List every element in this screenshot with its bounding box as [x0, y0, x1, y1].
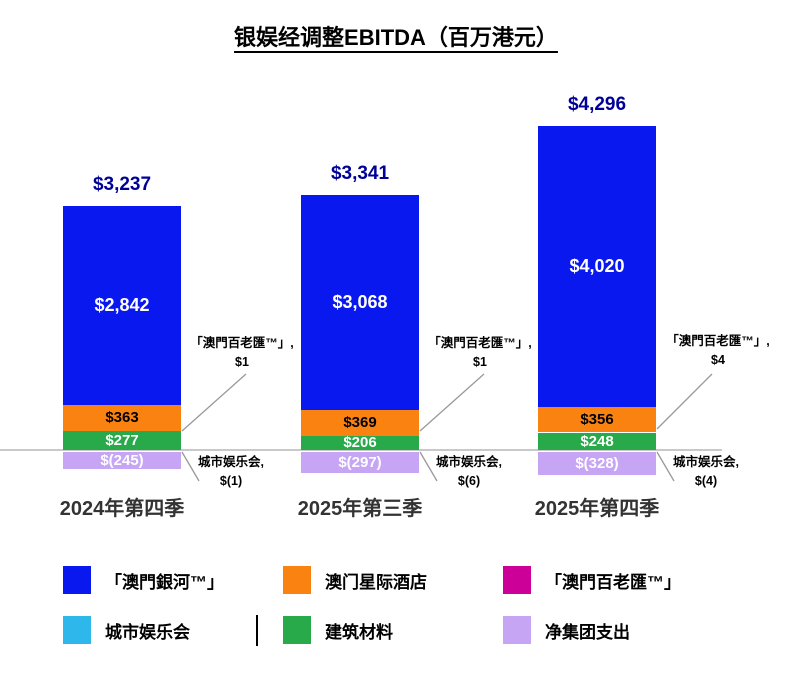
annotation-line1: 「澳門百老匯™」,	[666, 334, 770, 348]
callout-line-broadway-2	[419, 373, 485, 432]
category-label-q4-2025: 2025年第四季	[534, 498, 660, 520]
annotation-cityclubs-q4-2025: 城市娱乐会, $(4)	[667, 453, 745, 491]
legend-swatch-construction-materials	[283, 616, 311, 644]
legend-label: 「澳門銀河™」	[105, 572, 224, 592]
bar1-total-label: $3,237	[92, 174, 152, 196]
bar2-total-label: $3,341	[330, 162, 390, 184]
segment-value-label: $363	[105, 409, 139, 427]
legend-swatch-broadway-macau	[503, 566, 531, 594]
callout-line-broadway-1	[181, 373, 247, 432]
segment-value-label: $248	[580, 432, 614, 450]
legend-label: 「澳門百老匯™」	[545, 572, 681, 592]
annotation-line1: 城市娱乐会,	[673, 455, 739, 469]
annotation-cityclubs-q4-2024: 城市娱乐会, $(1)	[192, 453, 270, 491]
segment-value-label: $(297)	[338, 454, 382, 472]
chart-title-text: 银娱经调整EBITDA（百万港元）	[234, 25, 558, 50]
annotation-line2: $4	[711, 352, 725, 367]
legend-label: 净集团支出	[545, 622, 630, 642]
annotation-line2: $1	[473, 354, 487, 369]
annotation-line1: 城市娱乐会,	[436, 455, 502, 469]
legend-item-galaxy-macau: 「澳門銀河™」	[63, 566, 224, 594]
bar3-segment-galaxy-macau: $4,020	[538, 126, 656, 408]
annotation-line1: 「澳門百老匯™」,	[428, 336, 532, 350]
annotation-cityclubs-q3-2025: 城市娱乐会, $(6)	[430, 453, 508, 491]
legend-swatch-starworld-hotel	[283, 566, 311, 594]
segment-value-label: $4,020	[569, 256, 625, 277]
legend-divider	[256, 615, 258, 646]
annotation-broadway-q4-2025: 「澳門百老匯™」, $4	[656, 332, 780, 370]
segment-value-label: $356	[580, 411, 614, 429]
annotation-line2: $1	[235, 354, 249, 369]
bar2-segment-starworld-hotel: $369	[301, 409, 419, 436]
annotation-line1: 「澳門百老匯™」,	[190, 336, 294, 350]
segment-value-label: $(328)	[575, 455, 619, 473]
legend-swatch-net-group-expenditure	[503, 616, 531, 644]
x-axis-line	[0, 449, 722, 451]
segment-value-label: $(245)	[100, 452, 144, 470]
legend-item-net-group-expenditure: 净集团支出	[503, 616, 630, 644]
bar1-segment-net-group-expenditure: $(245)	[63, 452, 181, 470]
bar1-segment-galaxy-macau: $2,842	[63, 206, 181, 406]
segment-value-label: $369	[343, 414, 377, 432]
segment-value-label: $3,068	[332, 291, 388, 312]
callout-line-broadway-3	[656, 373, 713, 430]
legend-swatch-galaxy-macau	[63, 566, 91, 594]
legend-label: 澳门星际酒店	[325, 572, 427, 592]
legend-label: 城市娱乐会	[105, 622, 190, 642]
annotation-broadway-q3-2025: 「澳門百老匯™」, $1	[421, 334, 539, 372]
annotation-line1: 城市娱乐会,	[198, 455, 264, 469]
legend-item-starworld-hotel: 澳门星际酒店	[283, 566, 427, 594]
legend-swatch-city-clubs	[63, 616, 91, 644]
bar1-segment-construction-materials: $277	[63, 430, 181, 450]
legend-item-construction-materials: 建筑材料	[283, 616, 393, 644]
bar3-segment-starworld-hotel: $356	[538, 407, 656, 433]
bar3-segment-construction-materials: $248	[538, 432, 656, 450]
legend-label: 建筑材料	[325, 622, 393, 642]
legend-item-city-clubs: 城市娱乐会	[63, 616, 190, 644]
annotation-broadway-q4-2024: 「澳門百老匯™」, $1	[183, 334, 301, 372]
bar1-segment-starworld-hotel: $363	[63, 405, 181, 431]
bar3-total-label: $4,296	[567, 94, 627, 116]
annotation-line2: $(1)	[219, 473, 243, 488]
legend-item-broadway-macau: 「澳門百老匯™」	[503, 566, 681, 594]
bar3-segment-net-group-expenditure: $(328)	[538, 452, 656, 476]
segment-value-label: $277	[105, 431, 139, 449]
segment-value-label: $2,842	[94, 295, 150, 316]
bar2-segment-net-group-expenditure: $(297)	[301, 452, 419, 474]
category-label-q3-2025: 2025年第三季	[297, 498, 423, 520]
bar2-segment-galaxy-macau: $3,068	[301, 194, 419, 410]
page-title: 银娱经调整EBITDA（百万港元）	[0, 20, 792, 52]
annotation-line2: $(4)	[694, 473, 718, 488]
annotation-line2: $(6)	[457, 473, 481, 488]
bar2-segment-construction-materials: $206	[301, 434, 419, 452]
category-label-q4-2024: 2024年第四季	[59, 498, 185, 520]
segment-value-label: $206	[343, 434, 377, 452]
